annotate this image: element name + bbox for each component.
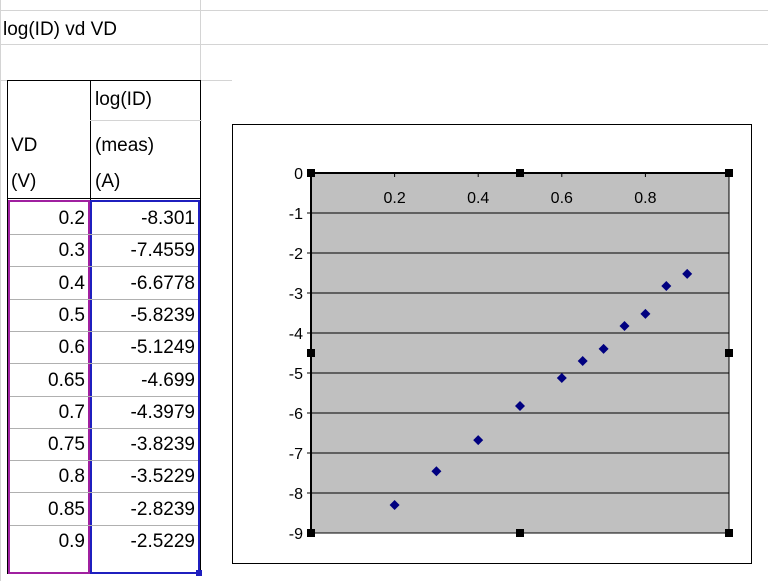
- log-value-cell[interactable]: -6.6778: [130, 272, 195, 294]
- gridline: [0, 44, 768, 45]
- selection-handle[interactable]: [307, 349, 315, 357]
- plot-area: [310, 172, 730, 534]
- row-line: [10, 266, 198, 268]
- selection-handle[interactable]: [516, 529, 524, 537]
- log-header-meas[interactable]: (meas): [95, 135, 155, 156]
- log-value-cell[interactable]: -2.8239: [130, 498, 195, 520]
- selection-handle[interactable]: [725, 349, 733, 357]
- chart-area[interactable]: 0 -1 -2 -3 -4 -5 -6 -7 -8 -9 0.2 0.4 0.6 0.8: [232, 124, 752, 564]
- vd-value-cell[interactable]: 0.7: [58, 401, 85, 423]
- data-point: [515, 400, 525, 411]
- vd-value-cell[interactable]: 0.6: [58, 337, 85, 359]
- log-value-cell[interactable]: -5.8239: [130, 304, 195, 326]
- vd-value-cell[interactable]: 0.5: [58, 304, 85, 326]
- x-tick-label: 0.8: [634, 190, 656, 207]
- log-value-cell[interactable]: -5.1249: [130, 337, 195, 359]
- y-tick-label: -4: [289, 326, 303, 343]
- row-line: [10, 234, 198, 235]
- data-point: [682, 268, 693, 279]
- vd-value-cell[interactable]: 0.2: [58, 208, 85, 229]
- vd-header-unit[interactable]: (V): [11, 171, 37, 192]
- x-tick-label: 0.6: [551, 190, 573, 207]
- row-line: [10, 460, 198, 462]
- log-value-cell[interactable]: -2.5229: [130, 531, 195, 552]
- data-point: [577, 355, 588, 366]
- data-point: [473, 435, 484, 446]
- log-selection-range: [90, 200, 200, 574]
- y-tick-label: -7: [289, 446, 303, 463]
- fill-handle[interactable]: [196, 570, 202, 576]
- gridline: [0, 0, 1, 581]
- header-row-line: [90, 120, 202, 121]
- y-tick-label: -2: [289, 246, 303, 263]
- log-value-cell[interactable]: -7.4559: [130, 240, 195, 262]
- data-point: [661, 280, 672, 291]
- vd-value-cell[interactable]: 0.8: [58, 466, 85, 488]
- row-line: [10, 395, 198, 397]
- selection-handle[interactable]: [307, 529, 315, 537]
- gridline: [0, 10, 768, 11]
- vd-selection-range: [8, 200, 90, 574]
- y-tick-label: 0: [294, 166, 303, 183]
- log-header-unit[interactable]: (A): [95, 171, 121, 192]
- log-value-cell[interactable]: -4.3979: [130, 401, 195, 423]
- row-line: [10, 298, 198, 300]
- vd-value-cell[interactable]: 0.85: [48, 498, 85, 520]
- row-line: [10, 524, 198, 526]
- data-point: [431, 466, 442, 477]
- x-tick-label: 0.4: [467, 190, 489, 207]
- vd-value-cell[interactable]: 0.4: [58, 272, 85, 294]
- data-point: [556, 372, 567, 383]
- title-cell[interactable]: log(ID) vd VD: [3, 19, 118, 40]
- vd-value-cell[interactable]: 0.75: [48, 434, 85, 456]
- selection-handle[interactable]: [307, 169, 315, 177]
- y-tick-label: -5: [289, 366, 303, 383]
- log-value-cell[interactable]: -3.5229: [130, 466, 195, 488]
- y-tick-label: -1: [289, 206, 303, 223]
- selection-handle[interactable]: [516, 169, 524, 177]
- y-tick-label: -8: [289, 486, 303, 503]
- x-tick-label: 0.2: [383, 190, 405, 207]
- data-point: [598, 343, 609, 354]
- row-line: [10, 427, 198, 429]
- log-header-label[interactable]: log(ID): [95, 89, 153, 110]
- y-tick-label: -6: [289, 406, 303, 423]
- vd-value-cell[interactable]: 0.9: [58, 531, 85, 552]
- gridline: [200, 0, 201, 124]
- log-value-cell[interactable]: -8.301: [141, 208, 195, 229]
- y-tick-label: -9: [289, 526, 303, 543]
- row-line: [10, 330, 198, 332]
- header-bottom-border: [8, 198, 200, 199]
- selection-handle[interactable]: [725, 169, 733, 177]
- vd-header-label[interactable]: VD: [11, 135, 38, 156]
- data-point: [389, 500, 400, 511]
- data-point: [619, 320, 630, 331]
- log-value-cell[interactable]: -4.699: [141, 369, 195, 391]
- row-line: [10, 363, 198, 365]
- selection-handle[interactable]: [725, 529, 733, 537]
- scatter-chart[interactable]: 0 -1 -2 -3 -4 -5 -6 -7 -8 -9 0.2 0.4 0.6 0.8: [233, 125, 751, 563]
- y-tick-label: -3: [289, 286, 303, 303]
- row-line: [10, 492, 198, 494]
- log-value-cell[interactable]: -3.8239: [130, 434, 195, 456]
- vd-value-cell[interactable]: 0.65: [48, 369, 85, 391]
- data-point: [640, 308, 651, 319]
- vd-value-cell[interactable]: 0.3: [58, 240, 85, 262]
